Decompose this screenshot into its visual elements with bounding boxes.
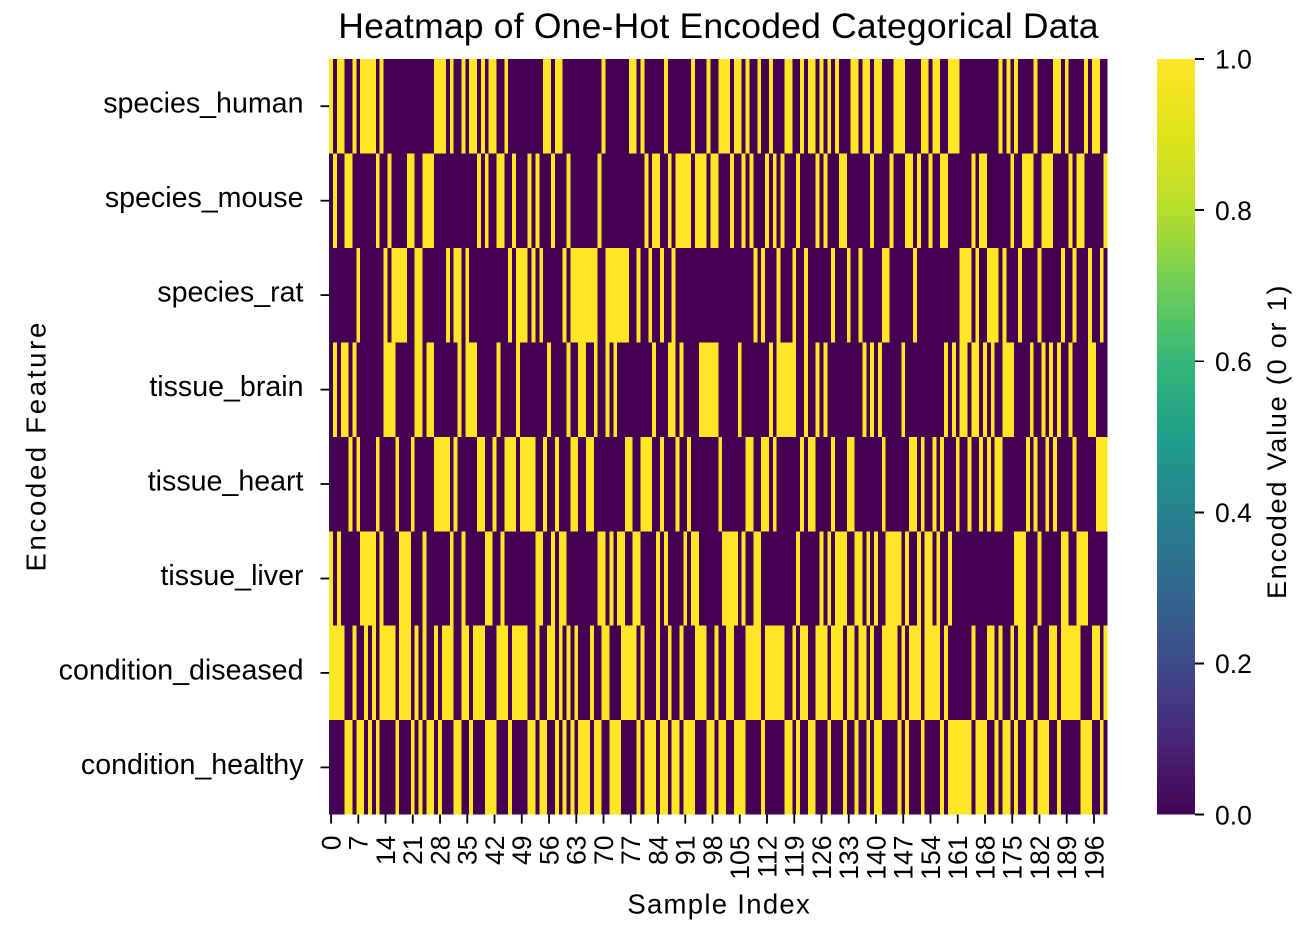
svg-text:56: 56 xyxy=(534,836,564,865)
svg-text:Sample Index: Sample Index xyxy=(627,888,811,919)
svg-text:154: 154 xyxy=(916,836,946,880)
svg-text:91: 91 xyxy=(671,836,701,865)
svg-text:42: 42 xyxy=(480,836,510,865)
svg-text:tissue_heart: tissue_heart xyxy=(148,466,304,498)
svg-text:0.6: 0.6 xyxy=(1215,347,1252,377)
svg-text:77: 77 xyxy=(616,836,646,865)
svg-text:species_mouse: species_mouse xyxy=(105,182,304,214)
svg-text:161: 161 xyxy=(943,836,973,880)
svg-text:189: 189 xyxy=(1052,836,1082,880)
svg-text:133: 133 xyxy=(834,836,864,880)
svg-text:140: 140 xyxy=(861,836,891,880)
svg-text:147: 147 xyxy=(889,836,919,880)
svg-text:0.0: 0.0 xyxy=(1215,800,1252,830)
svg-text:168: 168 xyxy=(970,836,1000,880)
svg-text:63: 63 xyxy=(562,836,592,865)
svg-text:119: 119 xyxy=(780,836,810,878)
svg-text:7: 7 xyxy=(344,836,374,851)
svg-text:condition_healthy: condition_healthy xyxy=(81,749,304,781)
svg-text:49: 49 xyxy=(507,836,537,865)
svg-text:84: 84 xyxy=(643,836,673,865)
svg-text:28: 28 xyxy=(425,836,455,865)
svg-text:98: 98 xyxy=(698,836,728,865)
svg-text:35: 35 xyxy=(453,836,483,865)
svg-text:175: 175 xyxy=(998,836,1028,880)
svg-text:21: 21 xyxy=(398,836,428,865)
svg-text:Heatmap of One-Hot Encoded Cat: Heatmap of One-Hot Encoded Categorical D… xyxy=(338,6,1098,46)
svg-text:0.2: 0.2 xyxy=(1215,649,1252,679)
svg-text:1.0: 1.0 xyxy=(1215,45,1252,75)
svg-text:tissue_brain: tissue_brain xyxy=(149,371,303,403)
svg-text:112: 112 xyxy=(752,836,782,878)
svg-text:105: 105 xyxy=(725,836,755,880)
svg-text:70: 70 xyxy=(589,836,619,865)
svg-text:species_human: species_human xyxy=(103,88,303,120)
svg-text:0: 0 xyxy=(316,836,346,851)
svg-text:0.4: 0.4 xyxy=(1215,498,1252,528)
svg-text:182: 182 xyxy=(1025,836,1055,880)
svg-text:126: 126 xyxy=(807,836,837,880)
svg-text:14: 14 xyxy=(371,836,401,865)
svg-text:196: 196 xyxy=(1079,836,1109,880)
svg-text:Encoded Value (0 or 1): Encoded Value (0 or 1) xyxy=(1262,284,1292,599)
svg-text:tissue_liver: tissue_liver xyxy=(160,560,304,592)
svg-text:condition_diseased: condition_diseased xyxy=(59,654,304,686)
svg-text:0.8: 0.8 xyxy=(1215,196,1252,226)
svg-text:Encoded Feature: Encoded Feature xyxy=(21,320,52,571)
svg-text:species_rat: species_rat xyxy=(157,277,303,309)
